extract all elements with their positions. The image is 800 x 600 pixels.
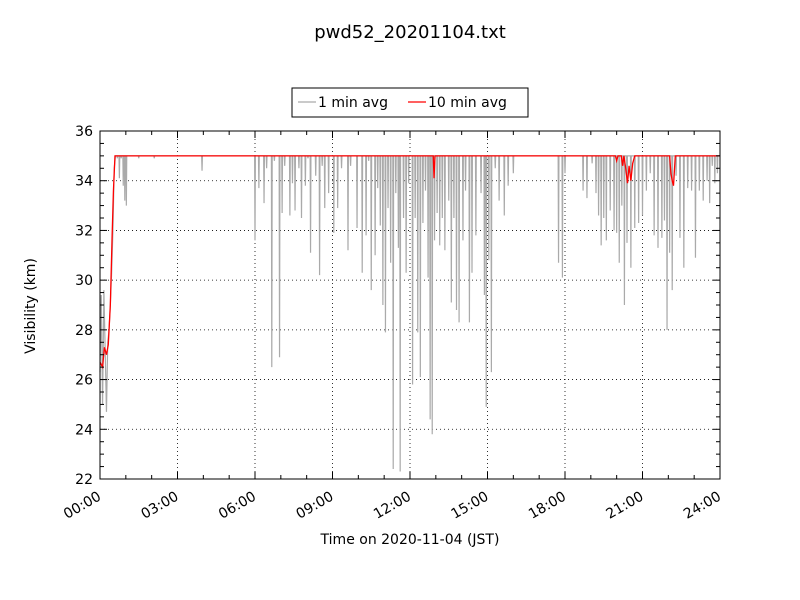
x-tick-label: 03:00 bbox=[139, 489, 182, 523]
y-tick-label: 34 bbox=[75, 174, 93, 190]
x-axis-label: Time on 2020-11-04 (JST) bbox=[320, 532, 500, 548]
x-tick-label: 12:00 bbox=[371, 489, 414, 523]
series-1min-avg bbox=[99, 155, 720, 472]
y-axis: 22 24 26 28 30 32 34 36 bbox=[75, 124, 720, 488]
y-tick-label: 32 bbox=[75, 223, 93, 239]
series-10min-avg bbox=[99, 155, 720, 370]
legend-label-1min: 1 min avg bbox=[318, 95, 388, 111]
x-tick-label: 18:00 bbox=[526, 489, 569, 523]
legend-label-10min: 10 min avg bbox=[428, 95, 507, 111]
x-tick-label: 00:00 bbox=[61, 489, 104, 523]
y-tick-label: 36 bbox=[75, 124, 93, 140]
y-axis-label: Visibility (km) bbox=[23, 258, 39, 354]
x-tick-label: 15:00 bbox=[449, 489, 492, 523]
x-tick-label: 21:00 bbox=[604, 489, 647, 523]
y-tick-label: 24 bbox=[75, 422, 93, 438]
x-tick-label: 06:00 bbox=[216, 489, 259, 523]
y-tick-label: 22 bbox=[75, 472, 93, 488]
chart-title: pwd52_20201104.txt bbox=[314, 22, 506, 43]
y-tick-label: 30 bbox=[75, 273, 93, 289]
series-line-10min-avg bbox=[99, 155, 720, 370]
x-tick-label: 24:00 bbox=[681, 489, 724, 523]
series-line-1min-avg bbox=[99, 155, 720, 472]
x-tick-label: 09:00 bbox=[294, 489, 337, 523]
y-tick-label: 28 bbox=[75, 323, 93, 339]
legend: 1 min avg 10 min avg bbox=[291, 87, 529, 118]
y-tick-label: 26 bbox=[75, 373, 93, 389]
